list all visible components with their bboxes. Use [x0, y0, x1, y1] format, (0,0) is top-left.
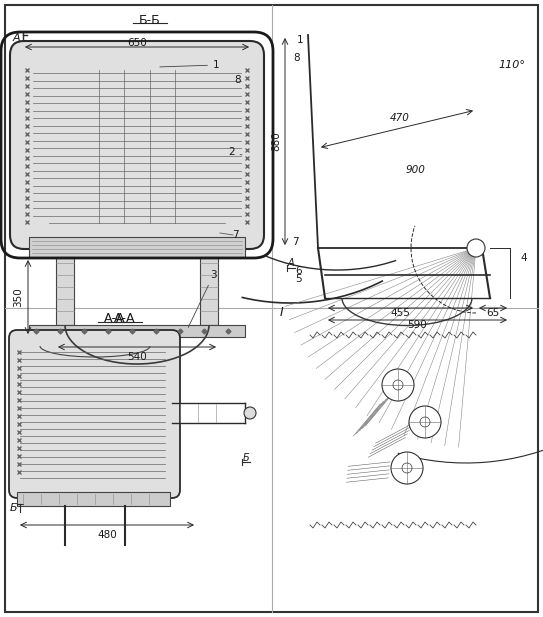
Text: А-А: А-А — [104, 312, 126, 325]
Bar — [29, 325, 245, 337]
Circle shape — [409, 406, 441, 438]
Text: 7: 7 — [292, 237, 298, 247]
Text: 7: 7 — [232, 230, 238, 240]
Text: 650: 650 — [127, 38, 147, 48]
Circle shape — [391, 452, 423, 484]
Text: Б-Б: Б-Б — [139, 14, 161, 27]
Circle shape — [467, 239, 485, 257]
Text: 8: 8 — [235, 75, 241, 85]
Text: I: I — [280, 305, 284, 318]
Bar — [200, 257, 218, 325]
Text: 470: 470 — [390, 113, 410, 123]
Text: 590: 590 — [408, 320, 427, 330]
Text: 1: 1 — [160, 60, 219, 70]
Bar — [56, 257, 74, 325]
FancyBboxPatch shape — [10, 41, 264, 249]
Text: 4: 4 — [521, 253, 527, 263]
Text: 350: 350 — [13, 287, 23, 307]
Text: 540: 540 — [127, 352, 147, 362]
Bar — [29, 237, 245, 257]
Text: 8: 8 — [294, 53, 300, 63]
Text: 480: 480 — [97, 530, 117, 540]
Text: 3: 3 — [188, 270, 217, 328]
Text: Б: Б — [243, 453, 249, 463]
Text: 900: 900 — [405, 165, 425, 175]
Text: 110°: 110° — [498, 60, 526, 70]
FancyBboxPatch shape — [9, 330, 180, 498]
Circle shape — [244, 407, 256, 419]
Text: А-А: А-А — [114, 312, 136, 325]
Text: 65: 65 — [487, 308, 500, 318]
Circle shape — [382, 369, 414, 401]
Text: А: А — [288, 258, 294, 268]
Bar — [17, 492, 170, 506]
Text: А: А — [12, 33, 20, 43]
Text: 455: 455 — [390, 308, 411, 318]
Text: 5: 5 — [296, 274, 302, 284]
Text: 2: 2 — [228, 147, 242, 157]
Text: 6: 6 — [296, 266, 302, 276]
Text: Б: Б — [10, 503, 18, 513]
Text: 1: 1 — [296, 35, 304, 45]
Text: 880: 880 — [271, 131, 281, 151]
